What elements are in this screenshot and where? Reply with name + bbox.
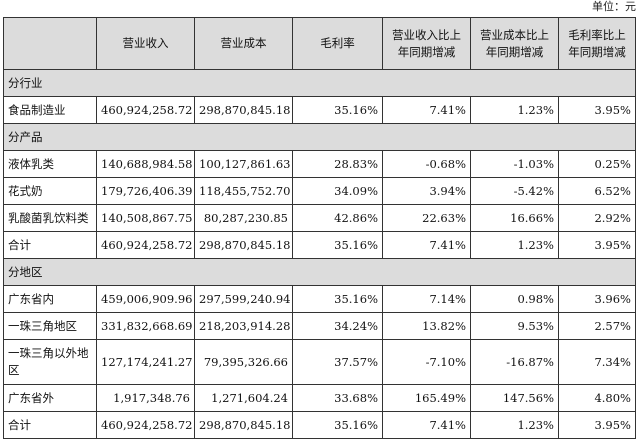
- cost-change-cell: 1.23%: [470, 96, 559, 124]
- table-row: 广东省外 1,917,348.76 1,271,604.24 33.68% 165.49…: [3, 384, 636, 412]
- margin-change-cell: 4.80%: [558, 384, 636, 412]
- header-cell-margin-change: 毛利率比上年同期增减: [558, 17, 636, 70]
- revenue-cell: 460,924,258.72: [96, 96, 195, 124]
- revenue-cell: 460,924,258.72: [96, 411, 195, 439]
- table-row: 液体乳类 140,688,984.58 100,127,861.63 28.83% -0…: [3, 150, 636, 178]
- cost-change-cell: -16.87%: [470, 339, 559, 385]
- revenue-cell: 331,832,668.69: [96, 312, 195, 340]
- section-title: 分行业: [3, 69, 636, 97]
- row-name-cell: 一珠三角地区: [3, 312, 97, 340]
- header-cell-blank: [3, 17, 97, 70]
- margin-cell: 34.09%: [292, 177, 383, 205]
- section-header-row: 分行业: [3, 69, 636, 97]
- table-body: 分行业 食品制造业 460,924,258.72 298,870,845.18 35.1…: [3, 69, 636, 439]
- header-row: 营业收入 营业成本 毛利率 营业收入比上年同期增减 营业成本比上年同期增减 毛利…: [3, 17, 636, 70]
- cost-cell: 118,455,752.70: [194, 177, 293, 205]
- row-name-cell: 食品制造业: [3, 96, 97, 124]
- revenue-change-cell: 3.94%: [382, 177, 471, 205]
- table-row: 食品制造业 460,924,258.72 298,870,845.18 35.16% 7…: [3, 96, 636, 124]
- margin-change-cell: 0.25%: [558, 150, 636, 178]
- table-row: 花式奶 179,726,406.39 118,455,752.70 34.09% 3.9…: [3, 177, 636, 205]
- margin-change-cell: 3.95%: [558, 96, 636, 124]
- revenue-cell: 179,726,406.39: [96, 177, 195, 205]
- row-name-cell: 广东省内: [3, 285, 97, 313]
- cost-cell: 298,870,845.18: [194, 231, 293, 259]
- section-header-row: 分产品: [3, 123, 636, 151]
- margin-change-cell: 7.34%: [558, 339, 636, 385]
- header-cell-revenue: 营业收入: [96, 17, 195, 70]
- cost-cell: 298,870,845.18: [194, 96, 293, 124]
- cost-change-cell: 0.98%: [470, 285, 559, 313]
- revenue-change-cell: 7.14%: [382, 285, 471, 313]
- table-row: 乳酸菌乳饮料类 140,508,867.75 80,287,230.85 42.86%…: [3, 204, 636, 232]
- revenue-cell: 460,924,258.72: [96, 231, 195, 259]
- revenue-cell: 127,174,241.27: [96, 339, 195, 385]
- cost-change-cell: 1.23%: [470, 231, 559, 259]
- header-cell-revenue-change: 营业收入比上年同期增减: [382, 17, 471, 70]
- cost-cell: 218,203,914.28: [194, 312, 293, 340]
- table-row: 广东省内 459,006,909.96 297,599,240.94 35.16% 7.…: [3, 285, 636, 313]
- margin-change-cell: 3.95%: [558, 411, 636, 439]
- cost-cell: 79,395,326.66: [194, 339, 293, 385]
- margin-change-cell: 3.95%: [558, 231, 636, 259]
- revenue-change-cell: 22.63%: [382, 204, 471, 232]
- financial-table: 营业收入 营业成本 毛利率 营业收入比上年同期增减 营业成本比上年同期增减 毛利…: [3, 17, 636, 439]
- revenue-cell: 140,508,867.75: [96, 204, 195, 232]
- cost-change-cell: 16.66%: [470, 204, 559, 232]
- section-title: 分产品: [3, 123, 636, 151]
- revenue-change-cell: 7.41%: [382, 231, 471, 259]
- cost-change-cell: 147.56%: [470, 384, 559, 412]
- cost-cell: 100,127,861.63: [194, 150, 293, 178]
- margin-cell: 34.24%: [292, 312, 383, 340]
- revenue-cell: 459,006,909.96: [96, 285, 195, 313]
- cost-change-cell: 1.23%: [470, 411, 559, 439]
- revenue-change-cell: -7.10%: [382, 339, 471, 385]
- margin-change-cell: 6.52%: [558, 177, 636, 205]
- margin-change-cell: 3.96%: [558, 285, 636, 313]
- row-name-cell: 广东省外: [3, 384, 97, 412]
- unit-label: 单位：元: [592, 0, 636, 13]
- revenue-change-cell: -0.68%: [382, 150, 471, 178]
- row-name-cell: 乳酸菌乳饮料类: [3, 204, 97, 232]
- cost-change-cell: -5.42%: [470, 177, 559, 205]
- margin-cell: 28.83%: [292, 150, 383, 178]
- header-cell-margin: 毛利率: [292, 17, 383, 70]
- margin-cell: 35.16%: [292, 411, 383, 439]
- margin-cell: 37.57%: [292, 339, 383, 385]
- margin-cell: 33.68%: [292, 384, 383, 412]
- section-header-row: 分地区: [3, 258, 636, 286]
- revenue-change-cell: 165.49%: [382, 384, 471, 412]
- cost-cell: 80,287,230.85: [194, 204, 293, 232]
- row-name-cell: 液体乳类: [3, 150, 97, 178]
- row-name-cell: 合计: [3, 231, 97, 259]
- margin-change-cell: 2.92%: [558, 204, 636, 232]
- row-name-cell: 花式奶: [3, 177, 97, 205]
- margin-cell: 35.16%: [292, 96, 383, 124]
- table-row: 合计 460,924,258.72 298,870,845.18 35.16% 7.41…: [3, 411, 636, 439]
- cost-cell: 298,870,845.18: [194, 411, 293, 439]
- revenue-cell: 1,917,348.76: [96, 384, 195, 412]
- revenue-change-cell: 13.82%: [382, 312, 471, 340]
- section-title: 分地区: [3, 258, 636, 286]
- header-cell-cost-change: 营业成本比上年同期增减: [470, 17, 559, 70]
- row-name-cell: 合计: [3, 411, 97, 439]
- revenue-change-cell: 7.41%: [382, 411, 471, 439]
- revenue-change-cell: 7.41%: [382, 96, 471, 124]
- revenue-cell: 140,688,984.58: [96, 150, 195, 178]
- margin-cell: 35.16%: [292, 231, 383, 259]
- margin-cell: 35.16%: [292, 285, 383, 313]
- cost-change-cell: -1.03%: [470, 150, 559, 178]
- table-row: 一珠三角地区 331,832,668.69 218,203,914.28 34.24%…: [3, 312, 636, 340]
- cost-change-cell: 9.53%: [470, 312, 559, 340]
- row-name-cell: 一珠三角以外地区: [3, 339, 97, 385]
- margin-change-cell: 2.57%: [558, 312, 636, 340]
- cost-cell: 297,599,240.94: [194, 285, 293, 313]
- margin-cell: 42.86%: [292, 204, 383, 232]
- table-row: 合计 460,924,258.72 298,870,845.18 35.16% 7.41…: [3, 231, 636, 259]
- header-cell-cost: 营业成本: [194, 17, 293, 70]
- cost-cell: 1,271,604.24: [194, 384, 293, 412]
- table-row: 一珠三角以外地区 127,174,241.27 79,395,326.66 37.57…: [3, 339, 636, 385]
